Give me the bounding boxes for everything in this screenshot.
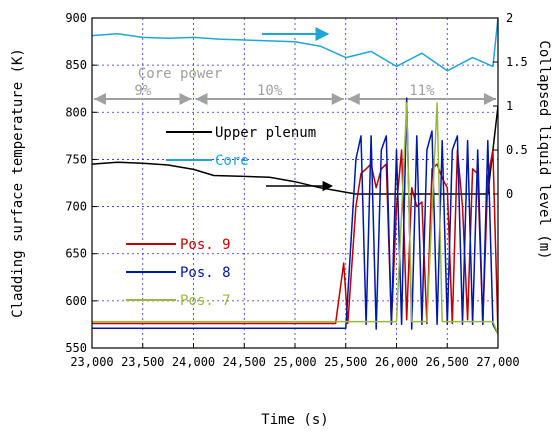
series-layer [92, 18, 498, 335]
legend-label-pos-7: Pos. 7 [180, 293, 231, 309]
x-axis-ticks: 23,000 23,500 24,000 24,500 25,000 25,500 26,0… [70, 343, 520, 369]
left-tick-label: 800 [65, 105, 87, 119]
x-tick-label: 26,500 [426, 355, 469, 369]
left-tick-label: 650 [65, 247, 87, 261]
series-line-core [92, 18, 498, 72]
power-segment-arrow-left [94, 93, 106, 105]
left-tick-label: 900 [65, 11, 87, 25]
right-tick-label: 1 [506, 99, 513, 113]
x-axis-label: Time (s) [261, 412, 328, 428]
left-axis-label: Cladding surface temperature (K) [10, 48, 26, 318]
x-tick-label: 25,500 [324, 355, 367, 369]
left-tick-label: 600 [65, 294, 87, 308]
legend-label-upper-plenum: Upper plenum [215, 125, 316, 141]
left-tick-label: 700 [65, 200, 87, 214]
power-segment-arrow-right [179, 93, 192, 105]
right-tick-label: 2 [506, 11, 513, 25]
power-segment-arrow-right [331, 93, 344, 105]
power-segment-arrow-left [195, 93, 208, 105]
grid [92, 18, 498, 348]
power-segment-label: 9% [134, 83, 151, 99]
series-line-pos-7 [92, 102, 498, 335]
right-tick-label: 0 [506, 187, 513, 201]
legend-label-core: Core [215, 153, 249, 169]
power-segment-label: 10% [257, 83, 283, 99]
right-tick-label: 1.5 [506, 55, 528, 69]
power-segment-arrow-right [484, 93, 496, 105]
right-axis-ticks: 0 0.5 1 1.5 2 [493, 11, 528, 201]
legend-label-pos-9: Pos. 9 [180, 237, 231, 253]
core-power-label: Core power [138, 66, 222, 82]
left-tick-label: 750 [65, 152, 87, 166]
left-tick-label: 550 [65, 341, 87, 355]
right-tick-label: 0.5 [506, 143, 528, 157]
series-line-pos-8 [92, 97, 498, 335]
x-tick-label: 24,000 [172, 355, 215, 369]
x-tick-label: 27,000 [476, 355, 519, 369]
right-axis-label: Collapsed liquid level (m) [536, 40, 552, 259]
legend: Upper plenum Core Pos. 9 Pos. 8 Pos. 7 [126, 125, 316, 309]
left-axis-ticks: 550 600 650 700 750 800 850 900 [65, 11, 97, 355]
x-tick-label: 26,000 [375, 355, 418, 369]
power-segment-label: 11% [409, 83, 435, 99]
x-tick-label: 25,000 [273, 355, 316, 369]
series-line-upper-plenum [92, 105, 498, 195]
x-tick-label: 23,000 [70, 355, 113, 369]
x-tick-label: 23,500 [121, 355, 164, 369]
legend-label-pos-8: Pos. 8 [180, 265, 231, 281]
x-tick-label: 24,500 [223, 355, 266, 369]
left-tick-label: 850 [65, 58, 87, 72]
power-segment-arrow-left [347, 93, 360, 105]
